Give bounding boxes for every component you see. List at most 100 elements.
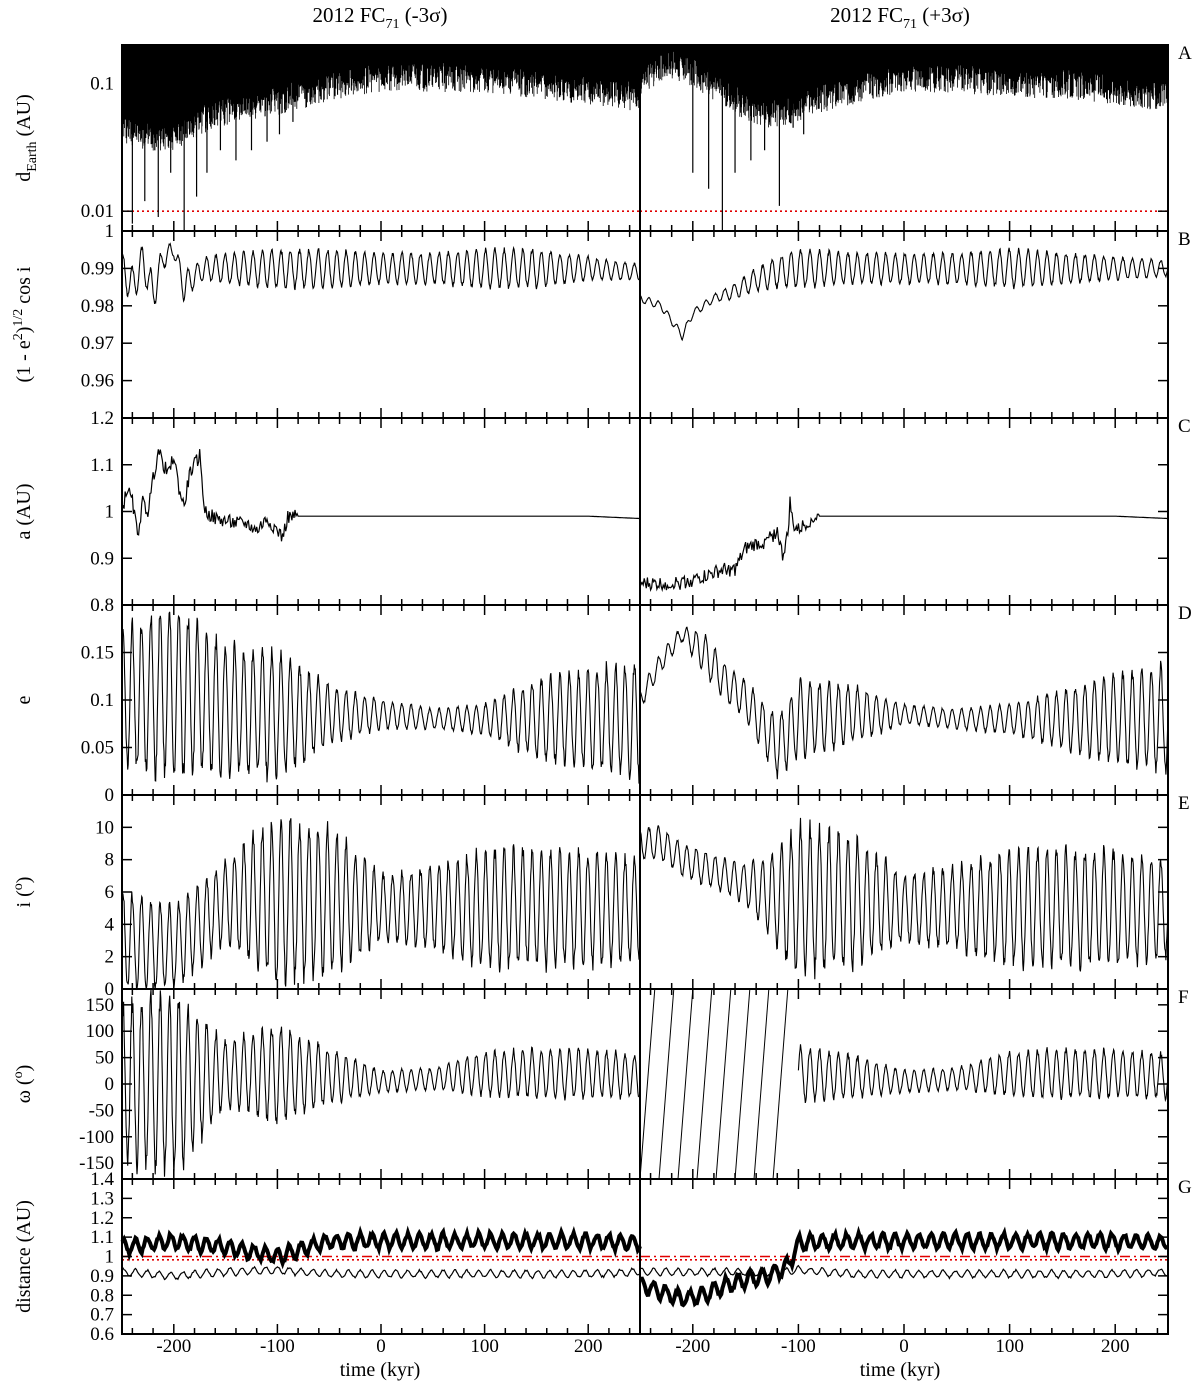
series-d-col0 <box>121 611 641 784</box>
y-tick-label-f-5: 100 <box>86 1021 115 1042</box>
series-b-col0 <box>121 242 641 305</box>
panel-letter-g: G <box>1178 1177 1192 1198</box>
series-d-col1 <box>639 626 1169 780</box>
y-axis-label-d: e <box>13 695 35 704</box>
y-tick-label-b-1: 0.97 <box>81 333 114 354</box>
series-g-col1-perihelion <box>639 1264 1169 1280</box>
series-c-col0 <box>121 449 640 542</box>
y-axis-label-f: ω (o) <box>11 1065 35 1104</box>
x-tick-label-col0-1: -100 <box>260 1336 295 1357</box>
circulation-segment-0 <box>639 988 656 1180</box>
circulation-segment-6 <box>753 988 770 1180</box>
panel-letter-b: B <box>1178 229 1191 250</box>
plot-frame-e-col1 <box>639 794 1169 990</box>
y-tick-label-e-5: 10 <box>95 817 114 838</box>
series-b-col1 <box>639 247 1169 342</box>
plot-frame-f-col1 <box>639 988 1169 1180</box>
circulation-segment-2 <box>677 988 694 1180</box>
panels-group: dEarth (AU) A 0.01 0.1 (1 - e2)1/2 cos i B 0.9… <box>11 43 1192 1345</box>
y-tick-label-c-2: 1 <box>105 502 115 523</box>
x-axis-label-left: time (kyr) <box>340 1359 421 1381</box>
plot-frame-c-col0 <box>121 417 641 606</box>
y-axis-label-c: a (AU) <box>13 483 35 539</box>
subplot-f-col0 <box>121 988 641 1180</box>
y-tick-label-c-3: 1.1 <box>90 455 114 476</box>
x-tick-label-col1-0: -200 <box>675 1336 710 1357</box>
y-tick-label-f-2: -50 <box>89 1100 114 1121</box>
y-tick-label-a-1: 0.1 <box>90 73 114 94</box>
panel-letter-e: E <box>1178 793 1190 814</box>
y-tick-label-a-0: 0.01 <box>81 201 114 222</box>
series-envelope-a-col0 <box>121 45 641 151</box>
x-tick-label-col1-2: 0 <box>899 1336 909 1357</box>
column-titles: 2012 FC71 (-3σ) 2012 FC71 (+3σ) <box>313 3 970 32</box>
series-g-col1-aphelion <box>638 1225 1169 1308</box>
x-tick-label-col0-0: -200 <box>156 1336 191 1357</box>
y-tick-label-b-3: 0.99 <box>81 258 114 279</box>
x-axis-group: time (kyr) time (kyr) -200 -100 0 100 200 -20… <box>156 1336 1129 1381</box>
circulation-segment-5 <box>734 988 751 1180</box>
y-tick-label-g-6: 1.2 <box>90 1208 114 1229</box>
y-tick-label-f-3: 0 <box>105 1074 115 1095</box>
series-f-col1 <box>797 1044 1169 1104</box>
y-tick-label-g-3: 0.9 <box>90 1266 114 1287</box>
y-tick-label-c-0: 0.8 <box>90 595 114 616</box>
y-tick-label-d-3: 0.15 <box>81 643 114 664</box>
x-tick-label-col0-2: 0 <box>376 1336 386 1357</box>
plot-frame-c-col1 <box>639 417 1169 606</box>
y-tick-label-b-0: 0.96 <box>81 371 114 392</box>
panel-letter-a: A <box>1178 43 1192 64</box>
subplot-c-col1 <box>639 417 1169 606</box>
y-tick-label-g-2: 0.8 <box>90 1285 114 1306</box>
x-tick-label-col0-3: 100 <box>470 1336 499 1357</box>
panel-f: ω (o) F -150 -100 -50 0 50 100 150 <box>11 987 1189 1180</box>
y-tick-label-b-2: 0.98 <box>81 296 114 317</box>
x-tick-label-col1-4: 200 <box>1101 1336 1130 1357</box>
x-axis-label-right: time (kyr) <box>860 1359 941 1381</box>
x-tick-label-col1-3: 100 <box>995 1336 1024 1357</box>
series-c-col1 <box>639 496 1168 593</box>
circulation-segment-4 <box>715 988 732 1180</box>
column-title-right: 2012 FC71 (+3σ) <box>830 3 970 32</box>
y-tick-label-g-0: 0.6 <box>90 1324 114 1345</box>
y-tick-label-g-7: 1.3 <box>90 1188 114 1209</box>
y-tick-label-f-0: -150 <box>79 1153 114 1174</box>
subplot-b-col1 <box>639 230 1169 419</box>
subplot-d-col0 <box>121 604 641 796</box>
panel-b: (1 - e2)1/2 cos i B 0.96 0.97 0.98 0.99 1 <box>11 221 1191 419</box>
panel-letter-c: C <box>1178 416 1191 437</box>
plot-frame-d-col1 <box>639 604 1169 796</box>
subplot-g-col1 <box>638 1178 1169 1335</box>
y-tick-label-c-1: 0.9 <box>90 548 114 569</box>
y-tick-label-d-1: 0.05 <box>81 738 114 759</box>
series-e-col1 <box>639 817 1169 980</box>
series-g-col0-aphelion <box>120 1225 642 1270</box>
subplot-a-col1 <box>639 44 1169 232</box>
series-g-col0-perihelion <box>121 1265 641 1281</box>
y-tick-label-c-4: 1.2 <box>90 408 114 429</box>
plot-frame-b-col0 <box>121 230 641 419</box>
panel-letter-d: D <box>1178 603 1192 624</box>
y-tick-label-e-3: 6 <box>105 882 115 903</box>
y-tick-label-g-4: 1 <box>105 1247 115 1268</box>
y-axis-label-b: (1 - e2)1/2 cos i <box>11 266 35 382</box>
y-tick-label-e-0: 0 <box>105 979 115 1000</box>
series-f-col0 <box>121 988 641 1177</box>
y-tick-label-e-2: 4 <box>105 914 115 935</box>
panel-c: a (AU) C 0.8 0.9 1 1.1 1.2 <box>13 408 1191 616</box>
y-tick-label-g-1: 0.7 <box>90 1305 114 1326</box>
circulation-segment-1 <box>658 988 675 1180</box>
x-tick-label-col0-4: 200 <box>574 1336 603 1357</box>
panel-a: dEarth (AU) A 0.01 0.1 <box>13 43 1192 232</box>
y-tick-label-f-4: 50 <box>95 1048 114 1069</box>
subplot-b-col0 <box>121 230 641 419</box>
x-tick-label-col1-1: -100 <box>781 1336 816 1357</box>
panel-e: i (o) E 0 2 4 6 8 10 <box>11 793 1190 1000</box>
column-title-left: 2012 FC71 (-3σ) <box>313 3 448 32</box>
y-tick-label-e-1: 2 <box>105 947 115 968</box>
circulation-segment-7 <box>772 988 789 1180</box>
subplot-d-col1 <box>639 604 1169 796</box>
y-axis-label-e: i (o) <box>11 877 35 908</box>
subplot-c-col0 <box>121 417 641 606</box>
